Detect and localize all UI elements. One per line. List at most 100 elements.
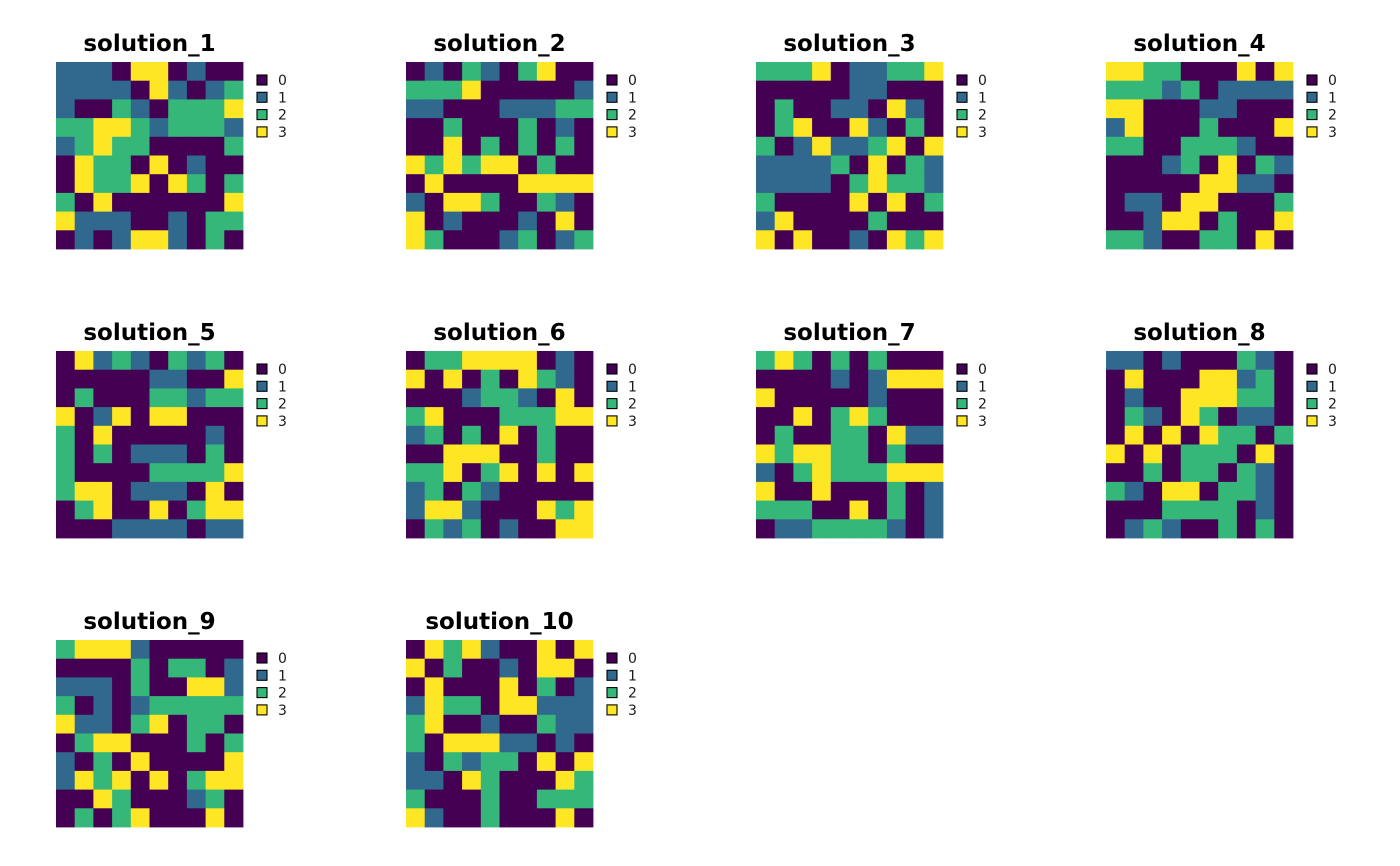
heatmap-cell — [1180, 118, 1200, 138]
heatmap-cell — [536, 463, 556, 483]
legend-label: 0 — [278, 362, 287, 378]
heatmap-cell — [93, 770, 113, 790]
heatmap-cell — [93, 369, 113, 389]
heatmap-cell — [74, 388, 94, 408]
heatmap-cell — [93, 696, 113, 716]
heatmap-cell — [849, 192, 869, 212]
heatmap-cell — [518, 658, 538, 678]
heatmap-cell — [205, 519, 225, 539]
heatmap-cell — [518, 155, 538, 175]
heatmap-cell — [1274, 500, 1294, 520]
legend-key-0 — [256, 363, 268, 375]
heatmap-cell — [112, 230, 132, 250]
heatmap-cell — [1236, 211, 1256, 231]
heatmap-cell — [205, 407, 225, 427]
heatmap-cell — [886, 444, 906, 464]
heatmap-cell — [480, 658, 500, 678]
heatmap-cell — [443, 230, 463, 250]
heatmap-cell — [93, 80, 113, 100]
legend-label: 3 — [978, 414, 987, 430]
heatmap-cell — [205, 62, 225, 82]
heatmap-cell — [74, 640, 94, 660]
heatmap-cell — [518, 463, 538, 483]
heatmap-cell — [756, 192, 776, 212]
heatmap-cell — [555, 230, 575, 250]
heatmap-cell — [130, 444, 150, 464]
heatmap-cell — [812, 62, 832, 82]
heatmap-cell — [499, 351, 519, 371]
heatmap-cell — [1236, 118, 1256, 138]
panel-title: solution_6 — [433, 320, 565, 346]
legend-key-3 — [956, 126, 968, 138]
heatmap-cell — [112, 714, 132, 734]
heatmap-cell — [905, 351, 925, 371]
heatmap-cell — [518, 500, 538, 520]
heatmap-cell — [443, 136, 463, 156]
heatmap-cell — [518, 752, 538, 772]
heatmap-cell — [130, 789, 150, 809]
heatmap-cell — [555, 444, 575, 464]
heatmap-cell — [1143, 351, 1163, 371]
heatmap-cell — [886, 80, 906, 100]
heatmap-cell — [130, 174, 150, 194]
heatmap-cell — [774, 407, 794, 427]
heatmap-cell — [406, 192, 426, 212]
heatmap-cell — [1106, 192, 1126, 212]
heatmap-cell — [849, 444, 869, 464]
heatmap-cell — [1143, 230, 1163, 250]
heatmap-cell — [1274, 481, 1294, 501]
heatmap-cell — [56, 174, 76, 194]
heatmap-cell — [149, 696, 169, 716]
heatmap-cell — [499, 463, 519, 483]
heatmap-cell — [555, 714, 575, 734]
heatmap-cell — [1180, 351, 1200, 371]
heatmap-cell — [1218, 388, 1238, 408]
heatmap-cell — [849, 425, 869, 445]
heatmap-cell — [905, 192, 925, 212]
legend-key-0 — [1306, 363, 1318, 375]
heatmap-cell — [499, 369, 519, 389]
heatmap-cell — [536, 174, 556, 194]
heatmap-cell — [168, 500, 188, 520]
heatmap-cell — [868, 407, 888, 427]
heatmap-cell — [480, 155, 500, 175]
heatmap-cell — [812, 369, 832, 389]
heatmap-cell — [130, 696, 150, 716]
heatmap-cell — [205, 425, 225, 445]
legend-label: 2 — [628, 397, 637, 413]
heatmap-cell — [793, 192, 813, 212]
heatmap-cell — [74, 351, 94, 371]
heatmap-cell — [756, 80, 776, 100]
heatmap-cell — [1218, 211, 1238, 231]
legend: 01 23 — [606, 362, 637, 430]
heatmap-cell — [168, 733, 188, 753]
heatmap-cell — [56, 677, 76, 697]
heatmap-cell — [905, 230, 925, 250]
heatmap-cell — [1124, 174, 1144, 194]
heatmap-cell — [1255, 388, 1275, 408]
heatmap-cell — [168, 714, 188, 734]
heatmap-cell — [130, 481, 150, 501]
heatmap-cell — [905, 99, 925, 119]
heatmap-cell — [1236, 192, 1256, 212]
legend-label: 3 — [1328, 414, 1337, 430]
heatmap-cell — [868, 230, 888, 250]
heatmap-cell — [1236, 230, 1256, 250]
heatmap-cell — [1180, 174, 1200, 194]
heatmap-cell — [574, 99, 594, 119]
heatmap-cell — [168, 118, 188, 138]
heatmap-cell — [424, 192, 444, 212]
heatmap-cell — [1274, 211, 1294, 231]
heatmap-cell — [205, 733, 225, 753]
heatmap-cell — [186, 714, 206, 734]
heatmap-cell — [1106, 62, 1126, 82]
legend-key-1 — [1306, 380, 1318, 392]
heatmap-cell — [93, 211, 113, 231]
heatmap-cell — [1106, 211, 1126, 231]
legend-label: 0 — [1328, 362, 1337, 378]
heatmap-cell — [924, 192, 944, 212]
heatmap-cell — [149, 99, 169, 119]
heatmap-cell — [1218, 463, 1238, 483]
heatmap-cell — [555, 808, 575, 828]
